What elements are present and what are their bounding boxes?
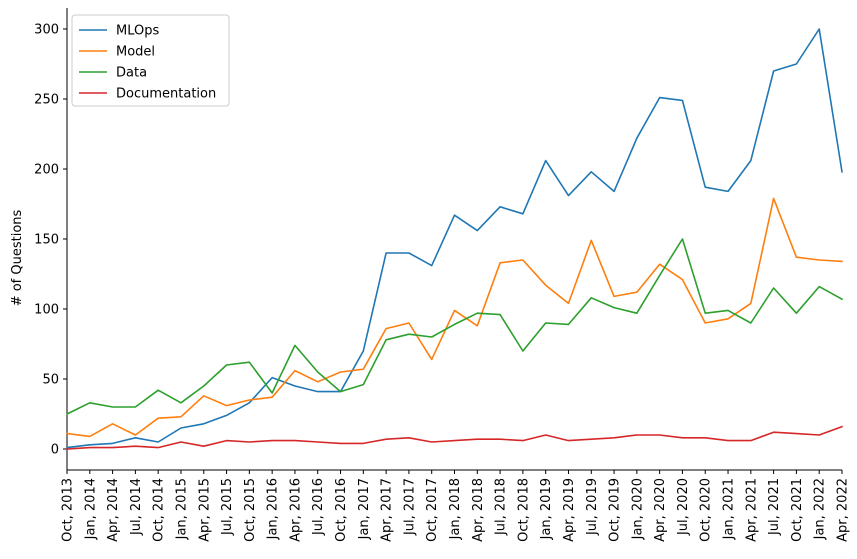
x-tick-label: Oct, 2019: [608, 478, 623, 542]
x-tick-label: Oct, 2020: [699, 478, 714, 542]
x-tick-label: Jan, 2020: [630, 478, 645, 540]
x-tick-label: Apr, 2016: [288, 478, 303, 542]
y-tick-label: 150: [34, 233, 59, 248]
x-tick-label: Jul, 2016: [311, 478, 326, 536]
x-tick-label: Jan, 2022: [813, 478, 828, 540]
x-tick-label: Jan, 2019: [539, 478, 554, 540]
x-tick-label: Jul, 2014: [129, 478, 144, 536]
series-line-mlops: [66, 28, 843, 449]
x-tick-label: Apr, 2018: [471, 478, 486, 542]
y-tick-label: 0: [51, 443, 59, 458]
series-lines: [65, 28, 844, 450]
x-tick-label: Apr, 2017: [380, 478, 395, 542]
x-tick-label: Apr, 2020: [653, 478, 668, 542]
legend-label-mlops: MLOps: [116, 24, 159, 39]
y-tick-label: 50: [42, 373, 59, 388]
x-tick-label: Oct, 2016: [334, 478, 349, 542]
legend-label-documentation: Documentation: [116, 87, 216, 102]
x-tick-label: Apr, 2022: [836, 478, 851, 542]
legend: MLOps Model Data Documentation: [71, 14, 230, 107]
legend-label-data: Data: [116, 66, 147, 81]
x-tick-label: Oct, 2017: [425, 478, 440, 542]
x-tick-label: Jan, 2018: [448, 478, 463, 540]
x-tick-label: Jul, 2018: [494, 478, 509, 536]
y-axis-label: # of Questions: [10, 209, 25, 306]
x-tick-label: Oct, 2015: [243, 478, 258, 542]
x-tick-label: Oct, 2021: [790, 478, 805, 542]
x-tick-label: Jul, 2015: [220, 478, 235, 536]
y-ticks: 0 50 100 150 200 250 300: [34, 23, 67, 458]
x-tick-label: Jul, 2020: [676, 478, 691, 536]
x-tick-label: Jan, 2021: [722, 478, 737, 540]
y-tick-label: 250: [34, 93, 59, 108]
x-tick-label: Jan, 2017: [357, 478, 372, 540]
x-tick-label: Apr, 2021: [744, 478, 759, 542]
x-tick-label: Oct, 2014: [152, 478, 167, 542]
x-tick-label: Jan, 2014: [83, 478, 98, 540]
x-tick-label: Jul, 2021: [767, 478, 782, 536]
series-line-data: [65, 238, 844, 416]
x-tick-label: Apr, 2014: [106, 478, 121, 542]
legend-label-model: Model: [116, 45, 155, 60]
x-tick-label: Jul, 2019: [585, 478, 600, 536]
series-line-model: [66, 197, 843, 438]
legend-box: [71, 14, 230, 107]
x-ticks: Oct, 2013 Jan, 2014 Apr, 2014 Jul, 2014 Oct,…: [61, 470, 851, 542]
x-tick-label: Jul, 2017: [402, 478, 417, 536]
x-tick-label: Oct, 2018: [516, 478, 531, 542]
y-tick-label: 200: [34, 163, 59, 178]
series-line-documentation: [66, 425, 844, 450]
y-tick-label: 100: [34, 303, 59, 318]
y-tick-label: 300: [34, 23, 59, 38]
x-tick-label: Oct, 2013: [61, 478, 76, 542]
x-tick-label: Jan, 2016: [266, 478, 281, 540]
x-tick-label: Apr, 2019: [562, 478, 577, 542]
x-tick-label: Apr, 2015: [197, 478, 212, 542]
x-tick-label: Jan, 2015: [174, 478, 189, 540]
